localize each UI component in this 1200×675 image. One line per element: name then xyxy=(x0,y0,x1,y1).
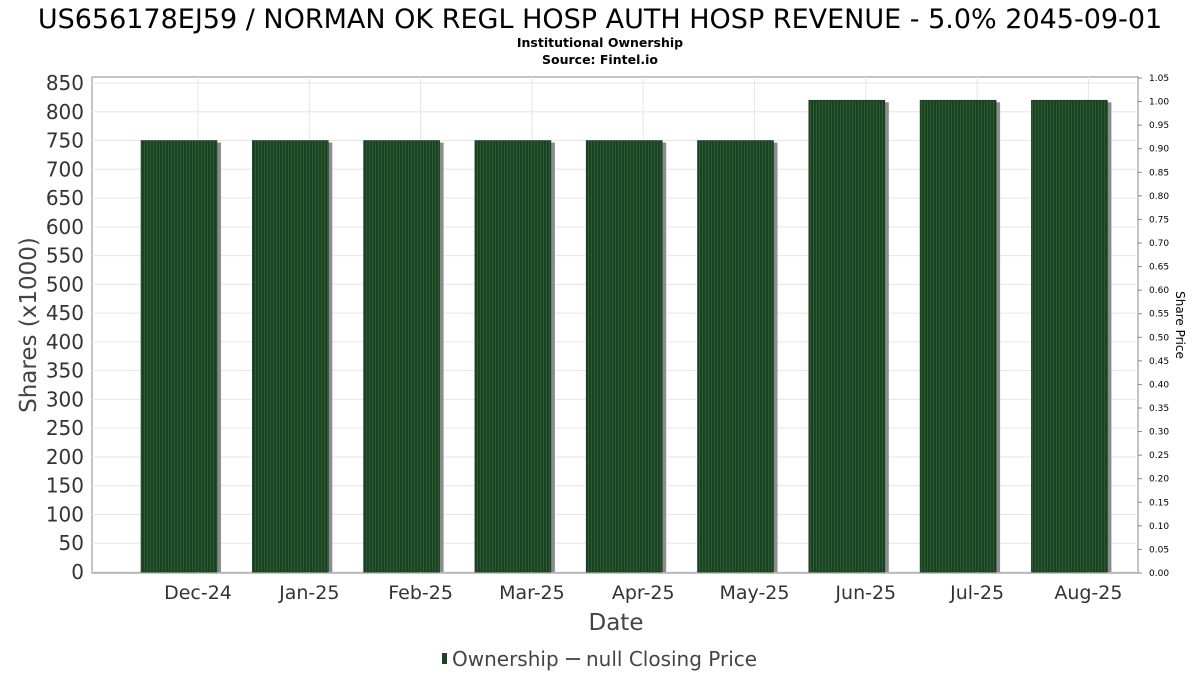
y2-tick-label: 0.45 xyxy=(1149,357,1169,367)
bar-ownership-dec-24 xyxy=(140,140,218,573)
y-tick-label: 800 xyxy=(46,100,84,124)
y2-tick-label: 0.20 xyxy=(1149,475,1169,485)
y2-axis-ticks: 0.00 0.05 0.10 0.15 0.20 0.25 0.30 0.35 0.40 0.45… xyxy=(1138,74,1169,579)
y-tick-label: 500 xyxy=(46,272,84,296)
y2-tick-label: 0.35 xyxy=(1149,404,1169,414)
y2-tick-label: 0.05 xyxy=(1149,545,1169,555)
x-tick-label: Feb-25 xyxy=(388,582,453,604)
y-tick-label: 450 xyxy=(46,301,84,325)
y2-tick-label: 0.15 xyxy=(1149,498,1169,508)
y2-tick-label: 0.95 xyxy=(1149,121,1169,131)
y-tick-label: 300 xyxy=(46,387,84,411)
y2-tick-label: 0.80 xyxy=(1149,192,1169,202)
y-axis-label: Shares (x1000) xyxy=(16,237,42,413)
y-tick-label: 850 xyxy=(46,71,84,95)
x-tick-label: Dec-24 xyxy=(164,582,232,604)
y2-tick-label: 0.65 xyxy=(1149,263,1169,273)
y2-tick-label: 0.75 xyxy=(1149,215,1169,225)
y2-tick-label: 0.70 xyxy=(1149,239,1169,249)
y2-tick-label: 1.00 xyxy=(1149,98,1169,108)
x-tick-label: Jun-25 xyxy=(834,582,896,604)
bar-ownership-aug-25 xyxy=(1031,99,1108,573)
x-tick-label: Jan-25 xyxy=(278,582,339,604)
x-tick-label: May-25 xyxy=(720,582,790,604)
x-tick-label: Aug-25 xyxy=(1054,582,1122,604)
legend-ownership-label: Ownership xyxy=(452,647,559,671)
bar-ownership-jan-25 xyxy=(252,140,329,573)
bar-ownership-jun-25 xyxy=(808,99,886,573)
bars-group xyxy=(140,99,1112,573)
y-axis-ticks: 0 50 100 150 200 250 300 350 400 450 500 550 600 650 7… xyxy=(46,71,84,584)
y-tick-label: 350 xyxy=(46,359,84,383)
bar-ownership-apr-25 xyxy=(585,140,663,573)
legend: Ownership null Closing Price xyxy=(442,647,757,671)
x-tick-label: Apr-25 xyxy=(612,582,675,604)
x-tick-label: Mar-25 xyxy=(499,582,565,604)
y2-tick-label: 0.60 xyxy=(1149,286,1169,296)
y-tick-label: 700 xyxy=(46,157,84,181)
y-tick-label: 200 xyxy=(46,445,84,469)
y-tick-label: 400 xyxy=(46,330,84,354)
bar-ownership-jul-25 xyxy=(919,99,997,573)
y-tick-label: 100 xyxy=(46,502,84,526)
y2-tick-label: 1.05 xyxy=(1149,74,1169,84)
x-tick-label: Jul-25 xyxy=(949,582,1004,604)
y2-tick-label: 0.85 xyxy=(1149,168,1169,178)
bar-ownership-may-25 xyxy=(697,140,774,573)
chart-source: Source: Fintel.io xyxy=(542,52,658,67)
chart-title: US656178EJ59 / NORMAN OK REGL HOSP AUTH … xyxy=(38,4,1162,35)
y2-tick-label: 0.25 xyxy=(1149,451,1169,461)
y2-tick-label: 0.50 xyxy=(1149,333,1169,343)
y-tick-label: 750 xyxy=(46,129,84,153)
y2-tick-label: 0.40 xyxy=(1149,380,1169,390)
y-tick-label: 250 xyxy=(46,416,84,440)
chart-subtitle: Institutional Ownership xyxy=(517,35,683,50)
y2-tick-label: 0.10 xyxy=(1149,522,1169,532)
y-tick-label: 0 xyxy=(71,560,84,584)
y-tick-label: 150 xyxy=(46,474,84,498)
bar-ownership-feb-25 xyxy=(363,140,440,573)
y2-tick-label: 0.90 xyxy=(1149,145,1169,155)
y2-tick-label: 0.00 xyxy=(1149,569,1169,579)
y2-tick-label: 0.30 xyxy=(1149,428,1169,438)
y-tick-label: 550 xyxy=(46,244,84,268)
x-axis-label: Date xyxy=(589,610,644,636)
y-tick-label: 50 xyxy=(59,531,84,555)
x-axis-ticks: Dec-24 Jan-25 Feb-25 Mar-25 Apr-25 May-25 Jun-… xyxy=(164,582,1122,604)
y2-tick-label: 0.55 xyxy=(1149,310,1169,320)
y-tick-label: 600 xyxy=(46,215,84,239)
y2-axis-label: Share Price xyxy=(1173,291,1187,359)
bar-ownership-mar-25 xyxy=(474,140,552,573)
legend-closing-price-label: null Closing Price xyxy=(586,647,757,671)
legend-ownership-swatch xyxy=(442,653,447,664)
y-tick-label: 650 xyxy=(46,186,84,210)
